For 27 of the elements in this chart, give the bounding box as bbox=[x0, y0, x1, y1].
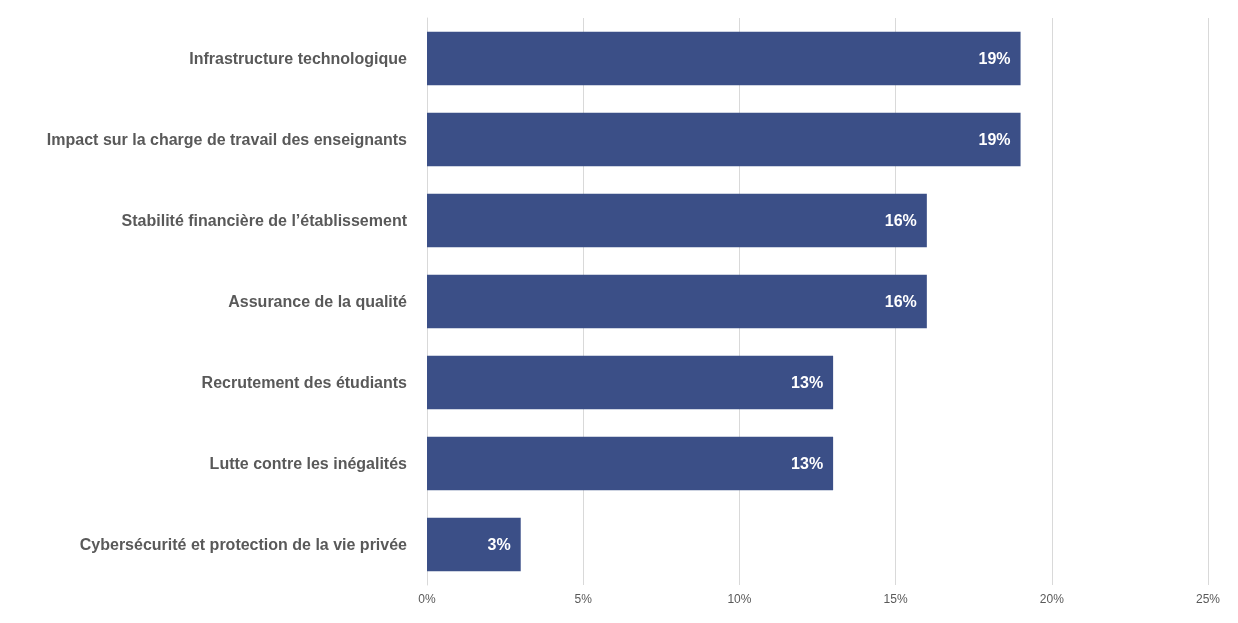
data-label: 3% bbox=[487, 536, 511, 553]
data-label: 16% bbox=[884, 212, 917, 229]
x-tick-label: 25% bbox=[1195, 592, 1221, 606]
y-tick-label: Cybersécurité et protection de la vie privée bbox=[79, 536, 408, 553]
bar bbox=[427, 355, 834, 410]
data-label: 13% bbox=[791, 455, 824, 472]
x-tick-label: 5% bbox=[574, 592, 593, 606]
y-tick-label: Stabilité financière de l’établissement bbox=[121, 212, 408, 229]
x-tick-label: 10% bbox=[727, 592, 752, 606]
y-tick-label: Lutte contre les inégalités bbox=[209, 455, 408, 472]
bar bbox=[427, 436, 834, 491]
y-tick-label: Recrutement des étudiants bbox=[201, 374, 408, 391]
bar bbox=[427, 274, 927, 329]
y-tick-label: Impact sur la charge de travail des enseignants bbox=[46, 131, 408, 148]
bar bbox=[427, 517, 521, 572]
data-label: 13% bbox=[791, 374, 824, 391]
bar bbox=[427, 31, 1021, 86]
bar bbox=[427, 193, 927, 248]
x-tick-label: 0% bbox=[418, 592, 436, 606]
data-label: 16% bbox=[884, 293, 917, 310]
y-tick-label: Infrastructure technologique bbox=[189, 50, 408, 67]
data-label: 19% bbox=[978, 131, 1011, 148]
x-tick-label: 15% bbox=[883, 592, 908, 606]
y-tick-label: Assurance de la qualité bbox=[228, 293, 408, 310]
bar bbox=[427, 112, 1021, 167]
data-label: 19% bbox=[978, 50, 1011, 67]
x-tick-label: 20% bbox=[1039, 592, 1065, 606]
